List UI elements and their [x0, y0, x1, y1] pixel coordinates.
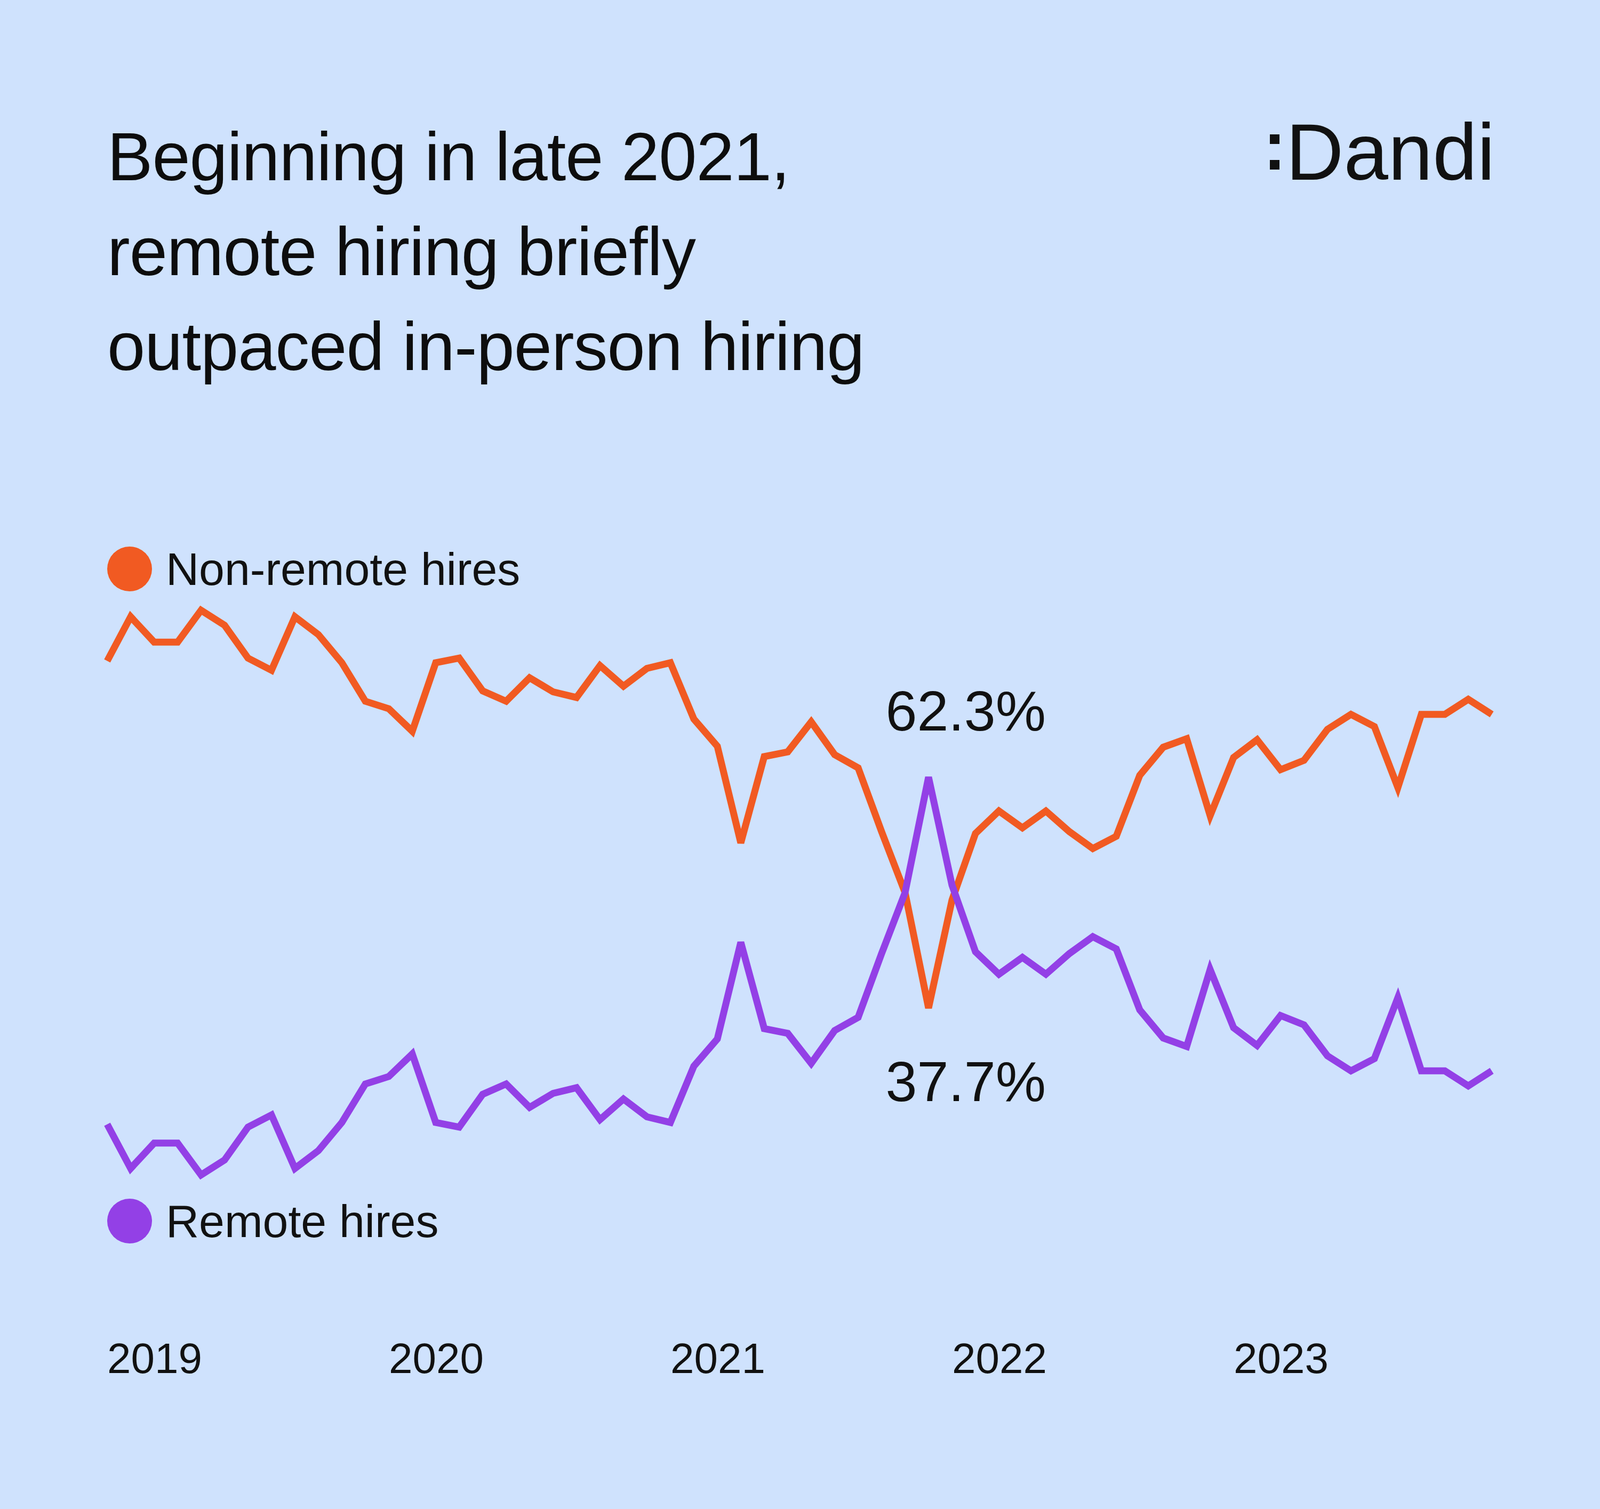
svg-text:2020: 2020: [388, 1334, 484, 1383]
svg-text:2021: 2021: [670, 1334, 766, 1383]
html-text:Non-remote hires: Non-remote hires: [165, 543, 521, 595]
svg-text:2023: 2023: [1233, 1334, 1329, 1383]
html-text:Dandi: Dandi: [1285, 107, 1495, 197]
html-text:Remote hires: Remote hires: [165, 1195, 439, 1247]
svg-text:2019: 2019: [107, 1334, 203, 1383]
html-text:37.7%: 37.7%: [885, 1050, 1046, 1114]
html-text:62.3%: 62.3%: [885, 679, 1046, 743]
html-text:Beginning in late 2021, remote: Beginning in late 2021, remote hiring br…: [107, 118, 865, 385]
svg-text:2022: 2022: [952, 1334, 1047, 1383]
